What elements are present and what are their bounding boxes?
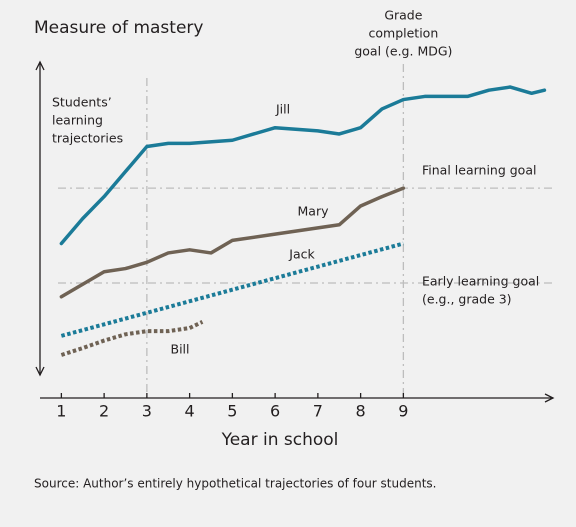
- series-line: [60, 241, 404, 338]
- reference-label: completion: [369, 26, 439, 41]
- series-line: [59, 85, 547, 246]
- reference-label: Final learning goal: [422, 163, 536, 178]
- annotation: trajectories: [52, 131, 123, 146]
- x-tick-label: 8: [356, 402, 366, 421]
- source-note: Source: Author’s entirely hypothetical t…: [34, 477, 437, 491]
- series-label: Bill: [171, 342, 190, 357]
- series-line: [60, 319, 204, 357]
- series-line: [59, 186, 406, 299]
- x-axis-label: Year in school: [221, 430, 339, 450]
- x-tick-label: 3: [142, 402, 152, 421]
- annotation: learning: [52, 113, 103, 128]
- x-axis-arrow: [544, 393, 555, 403]
- reference-label: Grade: [384, 8, 422, 23]
- reference-label: goal (e.g. MDG): [354, 44, 452, 59]
- x-tick-label: 9: [398, 402, 408, 421]
- x-tick-label: 2: [99, 402, 109, 421]
- x-tick-label: 1: [56, 402, 66, 421]
- reference-label: (e.g., grade 3): [422, 291, 512, 306]
- reference-label: Early learning goal: [422, 273, 539, 288]
- chart-title: Measure of mastery: [34, 18, 203, 38]
- y-axis-arrow: [35, 60, 45, 377]
- series-label: Mary: [298, 204, 330, 219]
- x-tick-label: 7: [313, 402, 323, 421]
- series-label: Jack: [288, 247, 315, 262]
- series-label: Jill: [275, 102, 290, 117]
- x-tick-label: 4: [185, 402, 195, 421]
- annotation: Students’: [52, 95, 112, 110]
- x-tick-label: 6: [270, 402, 280, 421]
- x-tick-label: 5: [227, 402, 237, 421]
